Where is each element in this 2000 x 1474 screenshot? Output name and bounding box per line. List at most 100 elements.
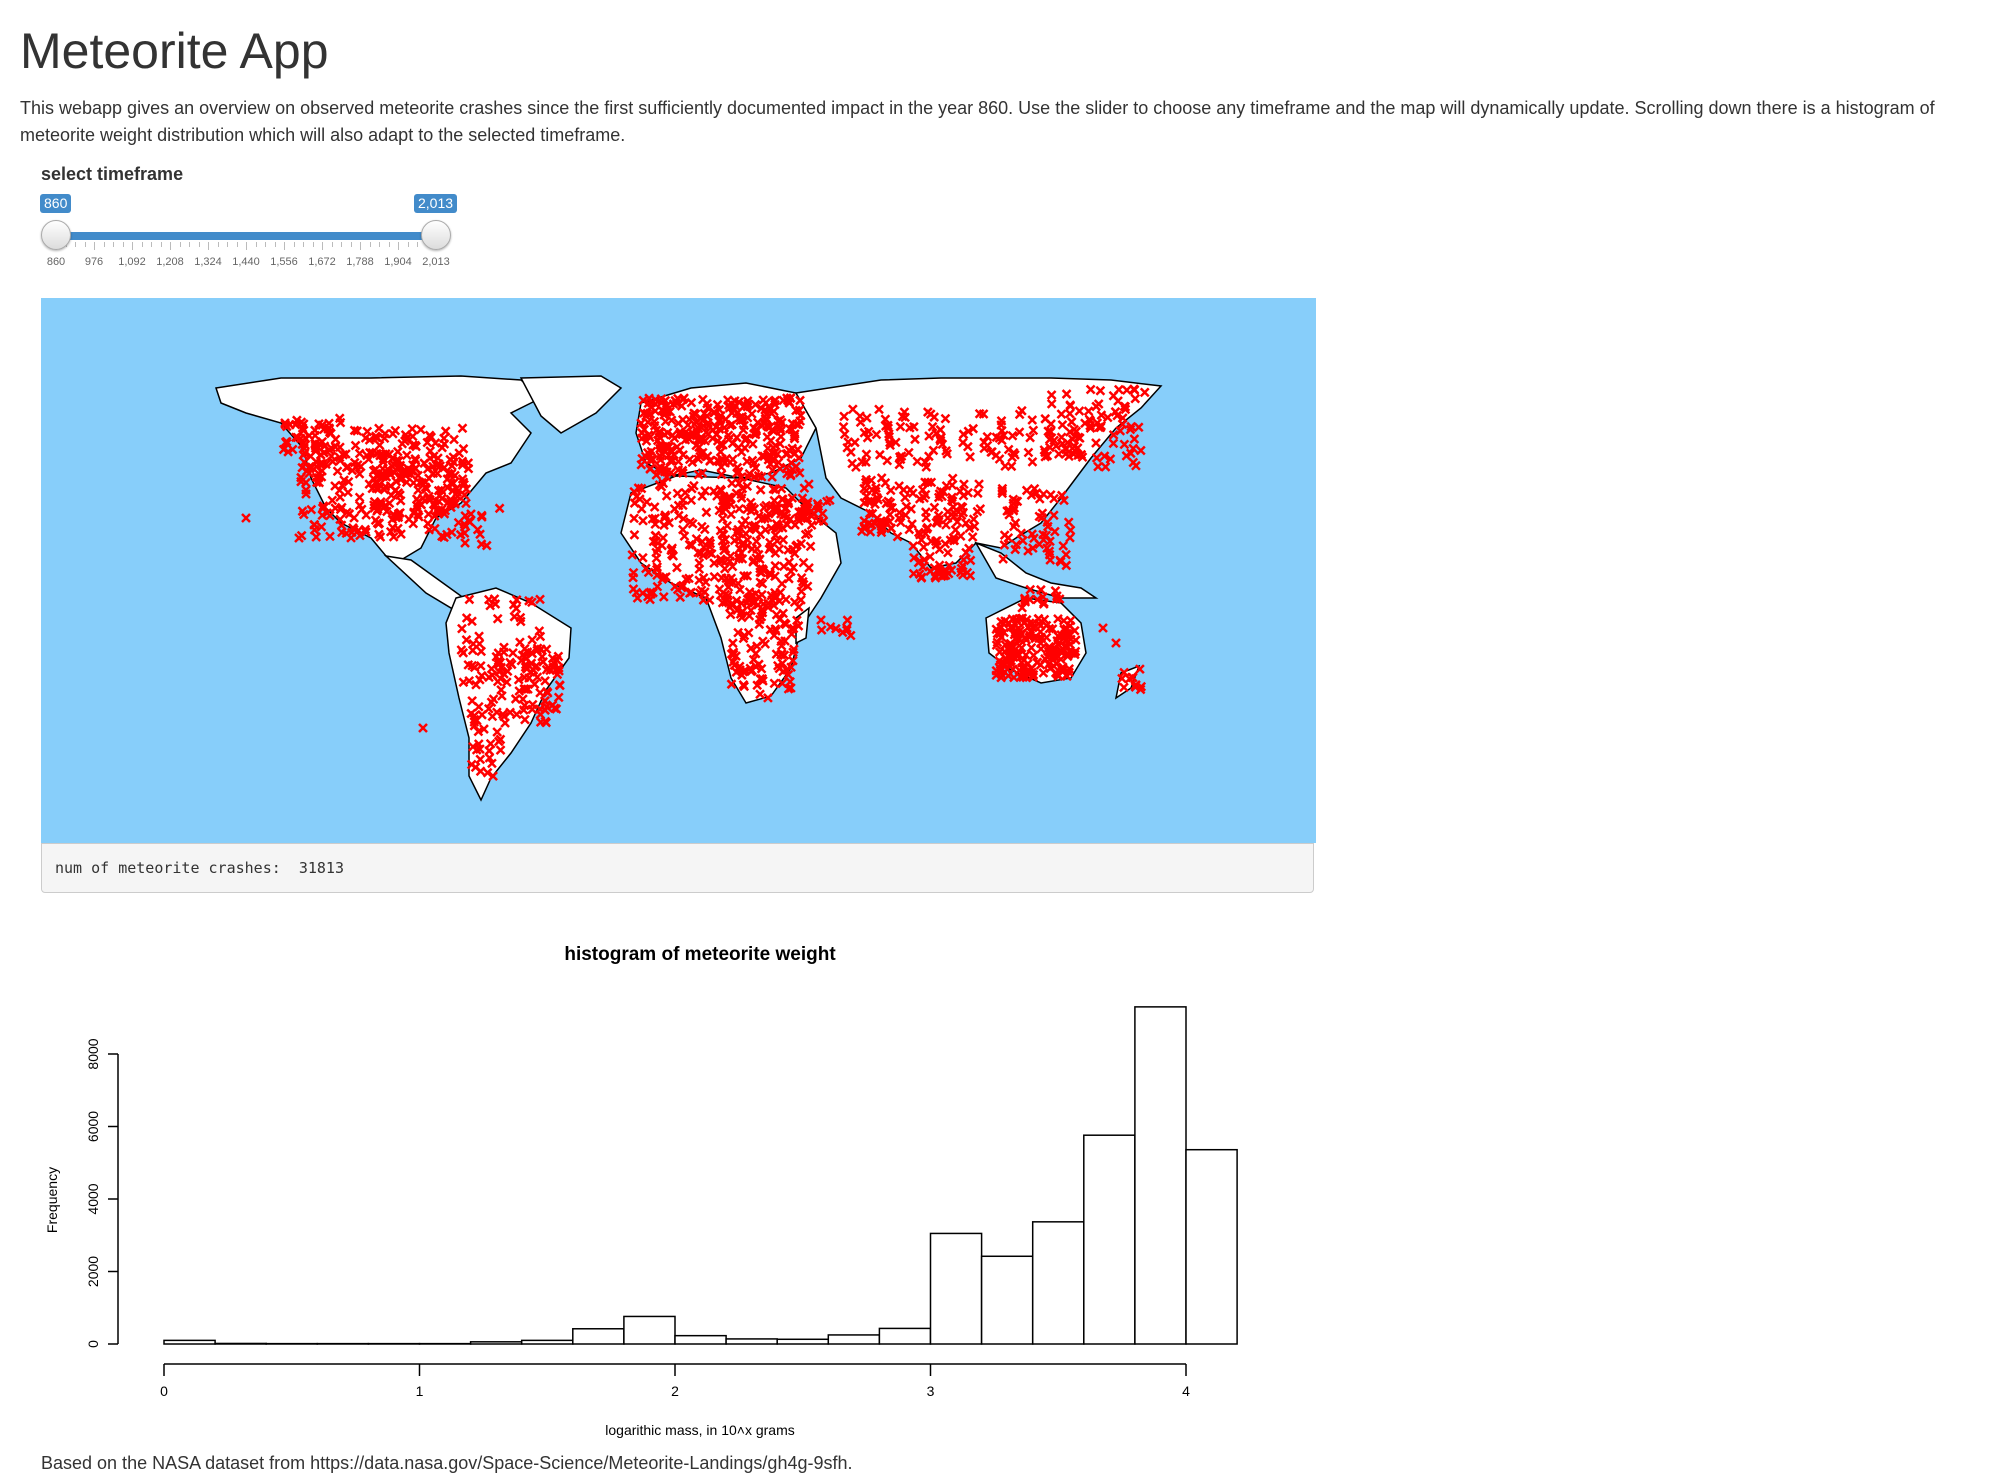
histogram-bar	[675, 1336, 726, 1344]
slider-minor-tick	[142, 242, 143, 247]
y-tick-label: 4000	[85, 1183, 101, 1214]
meteorite-marker	[295, 534, 303, 542]
meteorite-marker	[1137, 447, 1145, 455]
histogram-title: histogram of meteorite weight	[564, 944, 836, 965]
slider-minor-tick	[370, 242, 371, 247]
histogram-bar	[1084, 1135, 1135, 1344]
x-tick-label: 0	[160, 1383, 168, 1399]
x-tick-label: 2	[671, 1383, 679, 1399]
meteorite-marker	[800, 484, 808, 492]
slider-minor-tick	[151, 242, 152, 247]
slider-tick-label: 1,556	[270, 256, 298, 268]
greenland-land	[521, 376, 621, 433]
x-tick-label: 3	[927, 1383, 935, 1399]
histogram-bar	[624, 1316, 675, 1344]
slider-tick-label: 2,013	[422, 256, 450, 268]
meteorite-marker	[1067, 526, 1075, 534]
histogram-y-label: Frequency	[44, 1167, 60, 1233]
slider-minor-tick	[313, 242, 314, 247]
page-title: Meteorite App	[20, 22, 329, 80]
meteorite-marker	[1065, 518, 1073, 526]
slider-minor-tick	[389, 242, 390, 247]
meteorite-marker	[676, 593, 684, 601]
slider-major-tick	[94, 242, 95, 250]
slider-minor-tick	[303, 242, 304, 247]
meteorite-marker	[536, 595, 544, 603]
slider-tick-label: 976	[85, 256, 103, 268]
meteorite-marker	[1112, 639, 1120, 647]
slider-from-handle[interactable]	[41, 220, 71, 250]
slider-major-tick	[208, 242, 209, 250]
slider-minor-tick	[294, 242, 295, 247]
slider-minor-tick	[265, 242, 266, 247]
meteorite-marker	[1059, 542, 1067, 550]
histogram-bar	[879, 1328, 930, 1344]
footer-note: Based on the NASA dataset from https://d…	[41, 1453, 853, 1474]
meteorite-marker	[1135, 423, 1143, 431]
slider-minor-tick	[180, 242, 181, 247]
slider-tick-label: 860	[47, 256, 65, 268]
meteorite-marker	[496, 504, 504, 512]
histogram-x-label: logarithic mass, in 10˄x grams	[605, 1422, 794, 1438]
histogram-bar	[1033, 1222, 1084, 1344]
slider-major-tick	[284, 242, 285, 250]
meteorite-marker	[960, 556, 968, 564]
histogram-bar	[1135, 1007, 1186, 1344]
meteorite-marker	[461, 539, 469, 547]
slider-minor-tick	[408, 242, 409, 247]
slider-minor-tick	[275, 242, 276, 247]
meteorite-marker	[307, 506, 315, 514]
histogram-bar	[522, 1340, 573, 1344]
slider-minor-tick	[256, 242, 257, 247]
slider-minor-tick	[379, 242, 380, 247]
y-tick-label: 2000	[85, 1256, 101, 1287]
slider-minor-tick	[199, 242, 200, 247]
meteorite-marker	[1130, 435, 1138, 443]
world-map	[41, 298, 1316, 843]
slider-major-tick	[132, 242, 133, 250]
meteorite-marker	[419, 724, 427, 732]
meteorite-marker	[1066, 534, 1074, 542]
meteorite-marker	[1051, 528, 1059, 536]
crash-count-output: num of meteorite crashes: 31813	[41, 843, 1314, 893]
slider-tick-label: 1,208	[156, 256, 184, 268]
slider-major-tick	[246, 242, 247, 250]
slider-from-value: 860	[40, 194, 71, 213]
meteorite-marker	[818, 626, 826, 634]
y-tick-label: 6000	[85, 1111, 101, 1142]
slider-minor-tick	[113, 242, 114, 247]
slider-major-tick	[398, 242, 399, 250]
histogram-bars	[164, 1007, 1237, 1344]
x-tick-label: 4	[1182, 1383, 1190, 1399]
x-tick-label: 1	[416, 1383, 424, 1399]
meteorite-marker	[1109, 439, 1117, 447]
y-tick-label: 8000	[85, 1038, 101, 1069]
histogram-bar	[215, 1343, 266, 1344]
world-map-svg	[41, 298, 1316, 843]
histogram-svg: histogram of meteorite weight Frequency …	[40, 930, 1280, 1450]
meteorite-marker	[629, 585, 637, 593]
slider-minor-tick	[189, 242, 190, 247]
slider-major-tick	[322, 242, 323, 250]
slider-minor-tick	[227, 242, 228, 247]
meteorite-marker	[242, 514, 250, 522]
slider-tick-label: 1,440	[232, 256, 260, 268]
meteorite-marker	[646, 465, 654, 473]
meteorite-marker	[1099, 624, 1107, 632]
slider-minor-tick	[341, 242, 342, 247]
slider-to-handle[interactable]	[421, 220, 451, 250]
slider-label: select timeframe	[41, 164, 183, 185]
y-tick-label: 0	[85, 1340, 101, 1348]
histogram-bar	[777, 1339, 828, 1344]
meteorite-marker	[556, 681, 564, 689]
meteorite-marker	[326, 532, 334, 540]
slider-tick-label: 1,904	[384, 256, 412, 268]
slider-tick-label: 1,324	[194, 256, 222, 268]
slider-minor-tick	[85, 242, 86, 247]
meteorite-marker	[786, 678, 794, 686]
meteorite-marker	[817, 616, 825, 624]
histogram-bar	[1186, 1150, 1237, 1344]
histogram-bar	[726, 1339, 777, 1344]
meteorite-marker	[312, 533, 320, 541]
